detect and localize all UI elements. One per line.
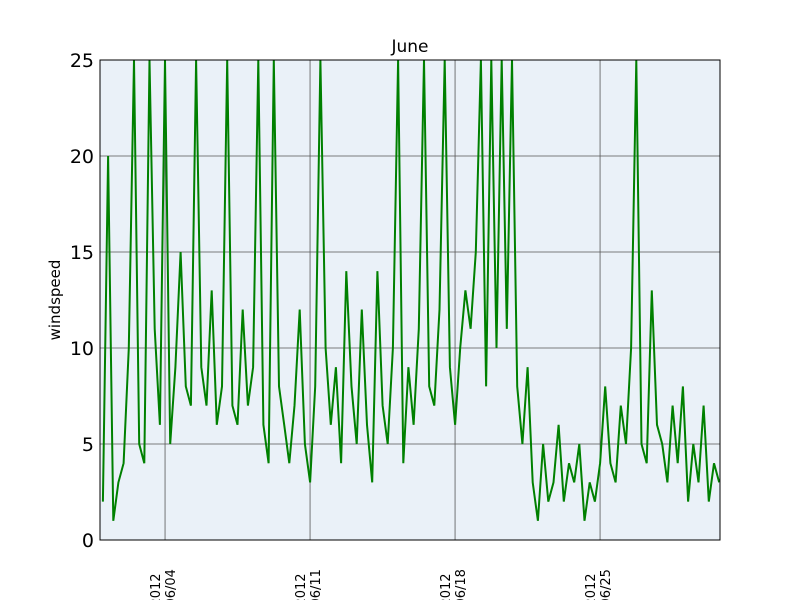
y-tick-label: 5 xyxy=(82,434,94,456)
y-tick-label: 25 xyxy=(70,50,94,72)
y-tick-label: 15 xyxy=(70,242,94,264)
x-tick-label: 2012/06/11 xyxy=(294,569,324,600)
chart-title: June xyxy=(390,37,428,57)
plot-frame xyxy=(99,59,721,541)
y-axis-label: windspeed xyxy=(46,260,64,341)
data-line xyxy=(101,60,720,521)
x-tick-label: 2012/06/18 xyxy=(439,569,469,600)
y-tick-label: 0 xyxy=(82,530,94,552)
y-tick-label: 10 xyxy=(70,338,94,360)
x-tick-label: 2012/06/04 xyxy=(149,569,179,600)
y-tick-label: 20 xyxy=(70,146,94,168)
x-tick-label: 2012/06/25 xyxy=(584,569,614,600)
